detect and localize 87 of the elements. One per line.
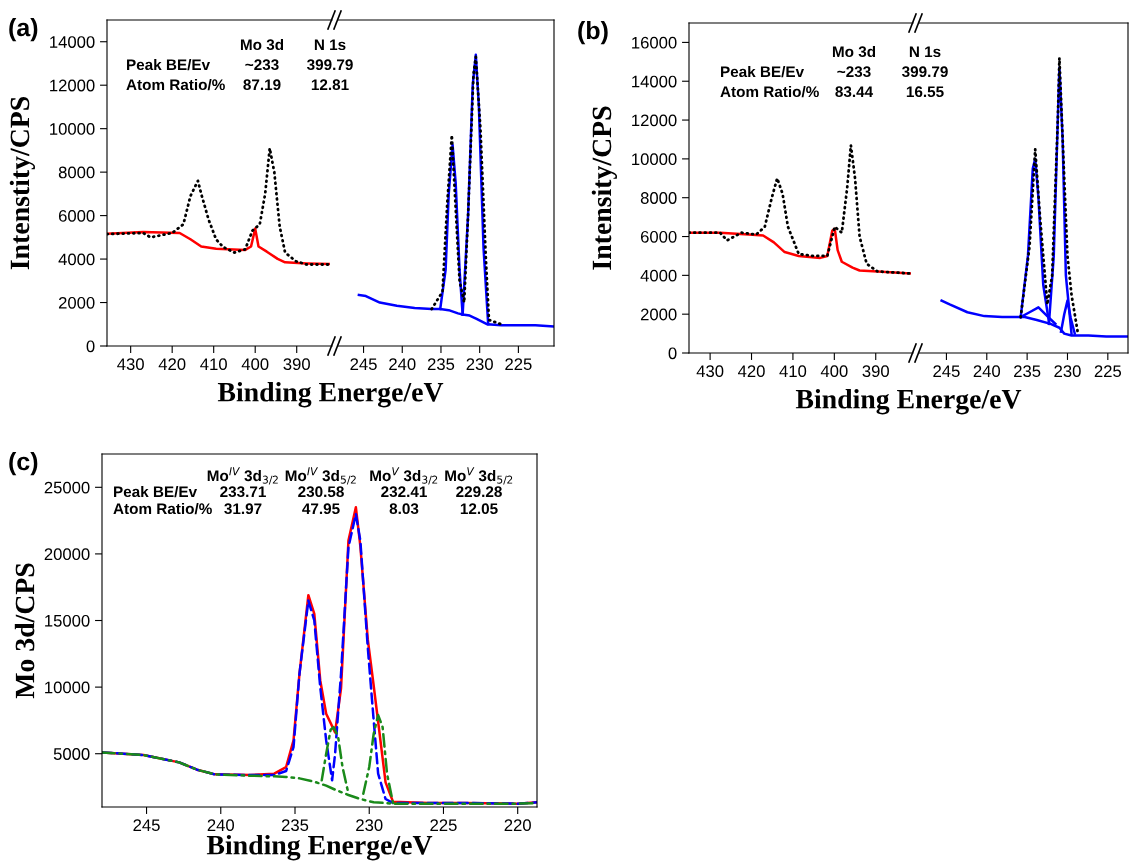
- y-tick-label: 0: [86, 340, 95, 353]
- x-tick-label: 235: [427, 358, 455, 371]
- annotation: ~233: [837, 66, 871, 78]
- x-tick-label: 230: [356, 819, 383, 832]
- x-tick-label: 245: [133, 819, 160, 832]
- y-tick-label: 12000: [632, 114, 677, 127]
- y-tick-label: 14000: [632, 75, 677, 88]
- annotation: 87.19: [243, 79, 281, 91]
- annotation: 230.58: [298, 486, 344, 498]
- y-tick-label: 6000: [640, 230, 677, 243]
- annotation: ~233: [245, 59, 279, 71]
- x-tick-label: 430: [696, 365, 724, 378]
- x-tick-label: 240: [389, 358, 416, 371]
- y-tick-label: 20000: [44, 548, 90, 561]
- annotation: 233.71: [220, 486, 266, 498]
- x-tick-label: 390: [283, 358, 310, 371]
- y-tick-label: 0: [668, 347, 677, 360]
- annotation: 399.79: [901, 66, 948, 78]
- annotation: Peak BE/Ev: [127, 58, 211, 71]
- x-tick-label: 400: [820, 365, 848, 378]
- x-tick-label: 230: [466, 358, 493, 371]
- annotation: N 1s: [909, 46, 941, 58]
- x-axis-title: Binding Energe/eV: [217, 382, 444, 408]
- chart-title: (a): [9, 18, 38, 42]
- x-tick-label: 225: [1094, 365, 1122, 378]
- x-tick-label: 420: [738, 365, 765, 378]
- y-tick-label: 8000: [58, 166, 95, 179]
- y-axis-title: Intenstity/CPS: [9, 96, 35, 270]
- annotation: Mo 3d: [832, 45, 876, 58]
- x-tick-label: 235: [1014, 365, 1041, 378]
- chart-title: (c): [9, 452, 38, 476]
- x-axis-title: Binding Energe/eV: [206, 835, 433, 861]
- x-tick-label: 410: [200, 358, 227, 371]
- annotation: Mo 3d: [240, 38, 284, 51]
- y-tick-label: 6000: [58, 210, 95, 222]
- annotation: Peak BE/Ev: [721, 65, 805, 78]
- annotation: 83.44: [835, 86, 874, 98]
- y-tick-label: 12000: [50, 79, 95, 92]
- annotation: 229.28: [456, 486, 502, 498]
- y-tick-label: 2000: [58, 296, 95, 309]
- x-tick-label: 410: [779, 365, 807, 378]
- x-axis-title: Binding Energe/eV: [795, 389, 1022, 415]
- annotation: N 1s: [314, 39, 346, 51]
- annotation: 399.79: [306, 59, 353, 71]
- chart-title: (b): [578, 21, 608, 45]
- y-tick-label: 14000: [50, 36, 95, 48]
- y-axis-title: Mo 3d/CPS: [14, 563, 35, 699]
- x-tick-label: 390: [862, 365, 889, 378]
- x-tick-label: 235: [281, 819, 309, 832]
- x-tick-label: 220: [504, 819, 531, 832]
- y-tick-label: 10000: [632, 153, 677, 166]
- annotation: Mo$^{V}$ 3d$_{3/2}$: [370, 467, 438, 485]
- annotation: Mo$^{IV}$ 3d$_{5/2}$: [285, 467, 356, 485]
- y-axis-title: Intensity/CPS: [591, 106, 617, 270]
- y-tick-label: 10000: [45, 681, 90, 694]
- annotation: 47.95: [302, 503, 340, 515]
- annotation: 31.97: [224, 503, 262, 515]
- x-tick-label: 245: [933, 365, 960, 378]
- annotation: 232.41: [381, 486, 427, 498]
- y-tick-label: 25000: [44, 481, 90, 494]
- y-tick-label: 5000: [53, 748, 90, 760]
- y-tick-label: 4000: [640, 269, 677, 282]
- x-tick-label: 225: [505, 358, 532, 371]
- annotation: 12.81: [311, 79, 349, 91]
- y-tick-label: 10000: [50, 123, 95, 135]
- x-tick-label: 400: [241, 358, 269, 371]
- y-tick-label: 16000: [632, 36, 677, 49]
- x-tick-label: 225: [430, 819, 457, 832]
- x-tick-label: 430: [117, 358, 144, 371]
- x-tick-label: 420: [158, 358, 186, 371]
- annotation: Peak BE/Ev: [114, 485, 198, 498]
- x-tick-label: 245: [350, 358, 377, 371]
- y-tick-label: 15000: [45, 614, 90, 627]
- annotation: 16.55: [906, 86, 944, 98]
- y-tick-label: 4000: [58, 253, 95, 266]
- x-tick-label: 230: [1054, 365, 1081, 378]
- annotation: Atom Ratio/%: [126, 78, 225, 91]
- x-tick-label: 240: [207, 819, 235, 832]
- annotation: 12.05: [460, 503, 498, 515]
- annotation: 8.03: [389, 503, 419, 515]
- annotation: Atom Ratio/%: [113, 502, 212, 515]
- y-tick-label: 2000: [640, 308, 677, 321]
- annotation: Atom Ratio/%: [720, 85, 819, 98]
- annotation: Mo$^{IV}$ 3d$_{3/2}$: [207, 467, 278, 485]
- annotation: Mo$^{V}$ 3d$_{5/2}$: [445, 467, 513, 485]
- x-tick-label: 240: [973, 365, 1001, 378]
- y-tick-label: 8000: [640, 192, 677, 204]
